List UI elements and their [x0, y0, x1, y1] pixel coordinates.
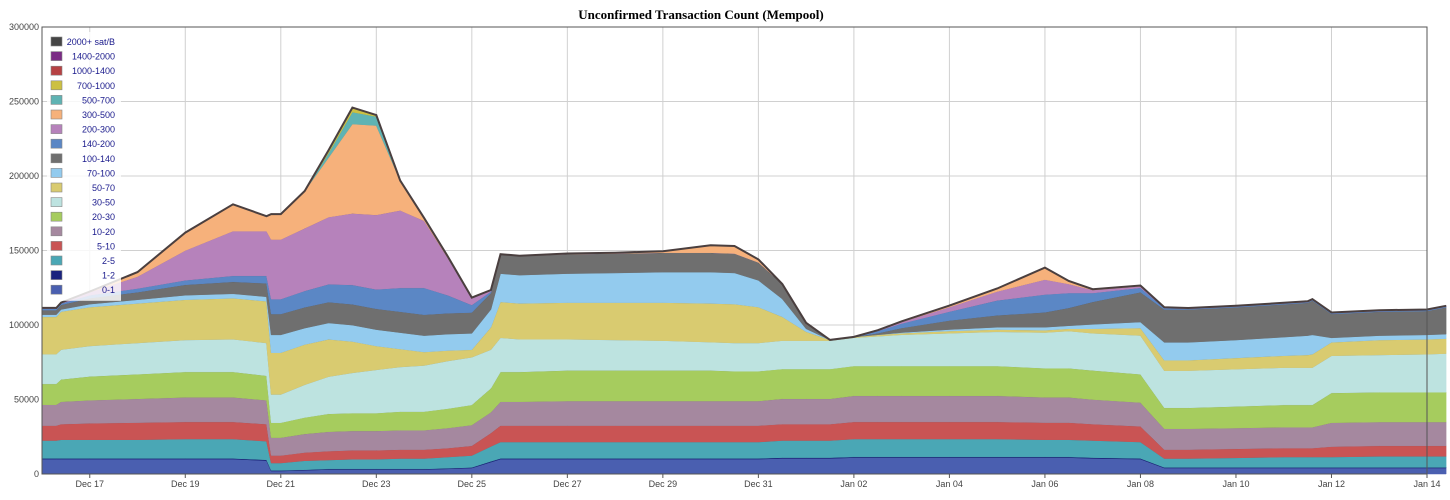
legend-swatch	[50, 270, 63, 280]
plot-frame	[41, 26, 1428, 475]
y-axis: 0 50000 100000 150000 200000 250000 300000	[9, 22, 39, 479]
legend-item[interactable]: 700-1000	[50, 80, 115, 91]
x-tick-label: Dec 21	[267, 479, 296, 489]
legend-label: 140-200	[82, 139, 115, 149]
chart-title: Unconfirmed Transaction Count (Mempool)	[578, 7, 823, 22]
y-tick-label: 150000	[9, 246, 39, 256]
legend-item[interactable]: 30-50	[50, 197, 115, 208]
x-tick-label: Jan 14	[1413, 479, 1440, 489]
y-tick-label: 250000	[9, 97, 39, 107]
y-tick-label: 100000	[9, 320, 39, 330]
legend-label: 0-1	[102, 285, 115, 295]
legend-label: 300-500	[82, 110, 115, 120]
legend-label: 10-20	[92, 227, 115, 237]
x-tick-label: Jan 02	[840, 479, 867, 489]
legend-item[interactable]: 2000+ sat/B	[50, 36, 115, 47]
legend-item[interactable]: 0-1	[50, 284, 115, 295]
total-line	[42, 106, 1447, 341]
legend-item[interactable]: 300-500	[50, 109, 115, 120]
legend-label: 100-140	[82, 154, 115, 164]
legend-item[interactable]: 1000-1400	[50, 65, 115, 76]
legend-item[interactable]: 140-200	[50, 138, 115, 149]
legend-swatch	[50, 138, 63, 149]
legend-swatch	[50, 226, 63, 237]
legend-swatch	[50, 197, 63, 207]
x-tick-label: Jan 12	[1318, 479, 1345, 489]
legend-item[interactable]: 50-70	[50, 182, 115, 193]
legend-swatch	[50, 284, 63, 295]
legend-swatch	[50, 36, 63, 47]
legend-swatch	[50, 241, 63, 251]
y-tick-label: 0	[34, 469, 39, 479]
legend[interactable]: 2000+ sat/B 1400-2000 1000-1400 700-1000 500…	[47, 32, 121, 301]
x-axis: Dec 17 Dec 19 Dec 21 Dec 23 Dec 25 Dec 27 Dec …	[75, 474, 1441, 489]
x-tick-label: Dec 31	[744, 479, 773, 489]
legend-label: 70-100	[87, 168, 115, 178]
legend-swatch	[50, 80, 63, 91]
x-tick-label: Dec 29	[649, 479, 678, 489]
legend-item[interactable]: 500-700	[50, 95, 115, 105]
legend-label: 5-10	[97, 241, 115, 251]
x-tick-label: Jan 08	[1127, 479, 1154, 489]
legend-item[interactable]: 100-140	[50, 153, 115, 164]
legend-swatch	[50, 255, 63, 266]
x-tick-label: Dec 27	[553, 479, 582, 489]
legend-swatch	[50, 182, 63, 193]
legend-item[interactable]: 1-2	[50, 270, 115, 281]
legend-item[interactable]: 2-5	[50, 255, 115, 266]
y-tick-label: 300000	[9, 22, 39, 32]
legend-label: 700-1000	[77, 81, 115, 91]
legend-label: 1000-1400	[72, 66, 115, 76]
legend-swatch	[50, 65, 63, 76]
legend-label: 1-2	[102, 271, 115, 281]
x-tick-label: Jan 04	[936, 479, 963, 489]
legend-label: 500-700	[82, 95, 115, 105]
legend-item[interactable]: 70-100	[50, 168, 115, 178]
legend-swatch	[50, 95, 63, 105]
legend-label: 2-5	[102, 256, 115, 266]
total-outline	[42, 106, 1447, 341]
legend-swatch	[50, 124, 63, 134]
stacked-areas	[41, 107, 1447, 475]
legend-swatch	[50, 168, 63, 178]
legend-label: 2000+ sat/B	[67, 37, 115, 47]
x-tick-label: Jan 06	[1031, 479, 1058, 489]
legend-label: 200-300	[82, 125, 115, 135]
x-tick-label: Dec 25	[458, 479, 487, 489]
y-tick-label: 200000	[9, 171, 39, 181]
legend-item[interactable]: 5-10	[50, 241, 115, 251]
legend-label: 50-70	[92, 183, 115, 193]
legend-swatch	[50, 109, 63, 120]
x-tick-label: Jan 10	[1222, 479, 1249, 489]
x-tick-label: Dec 23	[362, 479, 391, 489]
legend-item[interactable]: 20-30	[50, 211, 115, 222]
x-tick-label: Dec 17	[75, 479, 104, 489]
y-tick-label: 50000	[14, 395, 39, 405]
legend-swatch	[50, 211, 63, 222]
legend-label: 20-30	[92, 212, 115, 222]
legend-item[interactable]: 10-20	[50, 226, 115, 237]
legend-label: 1400-2000	[72, 52, 115, 62]
legend-label: 30-50	[92, 198, 115, 208]
legend-swatch	[50, 153, 63, 164]
x-tick-label: Dec 19	[171, 479, 200, 489]
legend-item[interactable]: 200-300	[50, 124, 115, 135]
legend-item[interactable]: 1400-2000	[50, 51, 115, 62]
legend-swatch	[50, 51, 63, 61]
